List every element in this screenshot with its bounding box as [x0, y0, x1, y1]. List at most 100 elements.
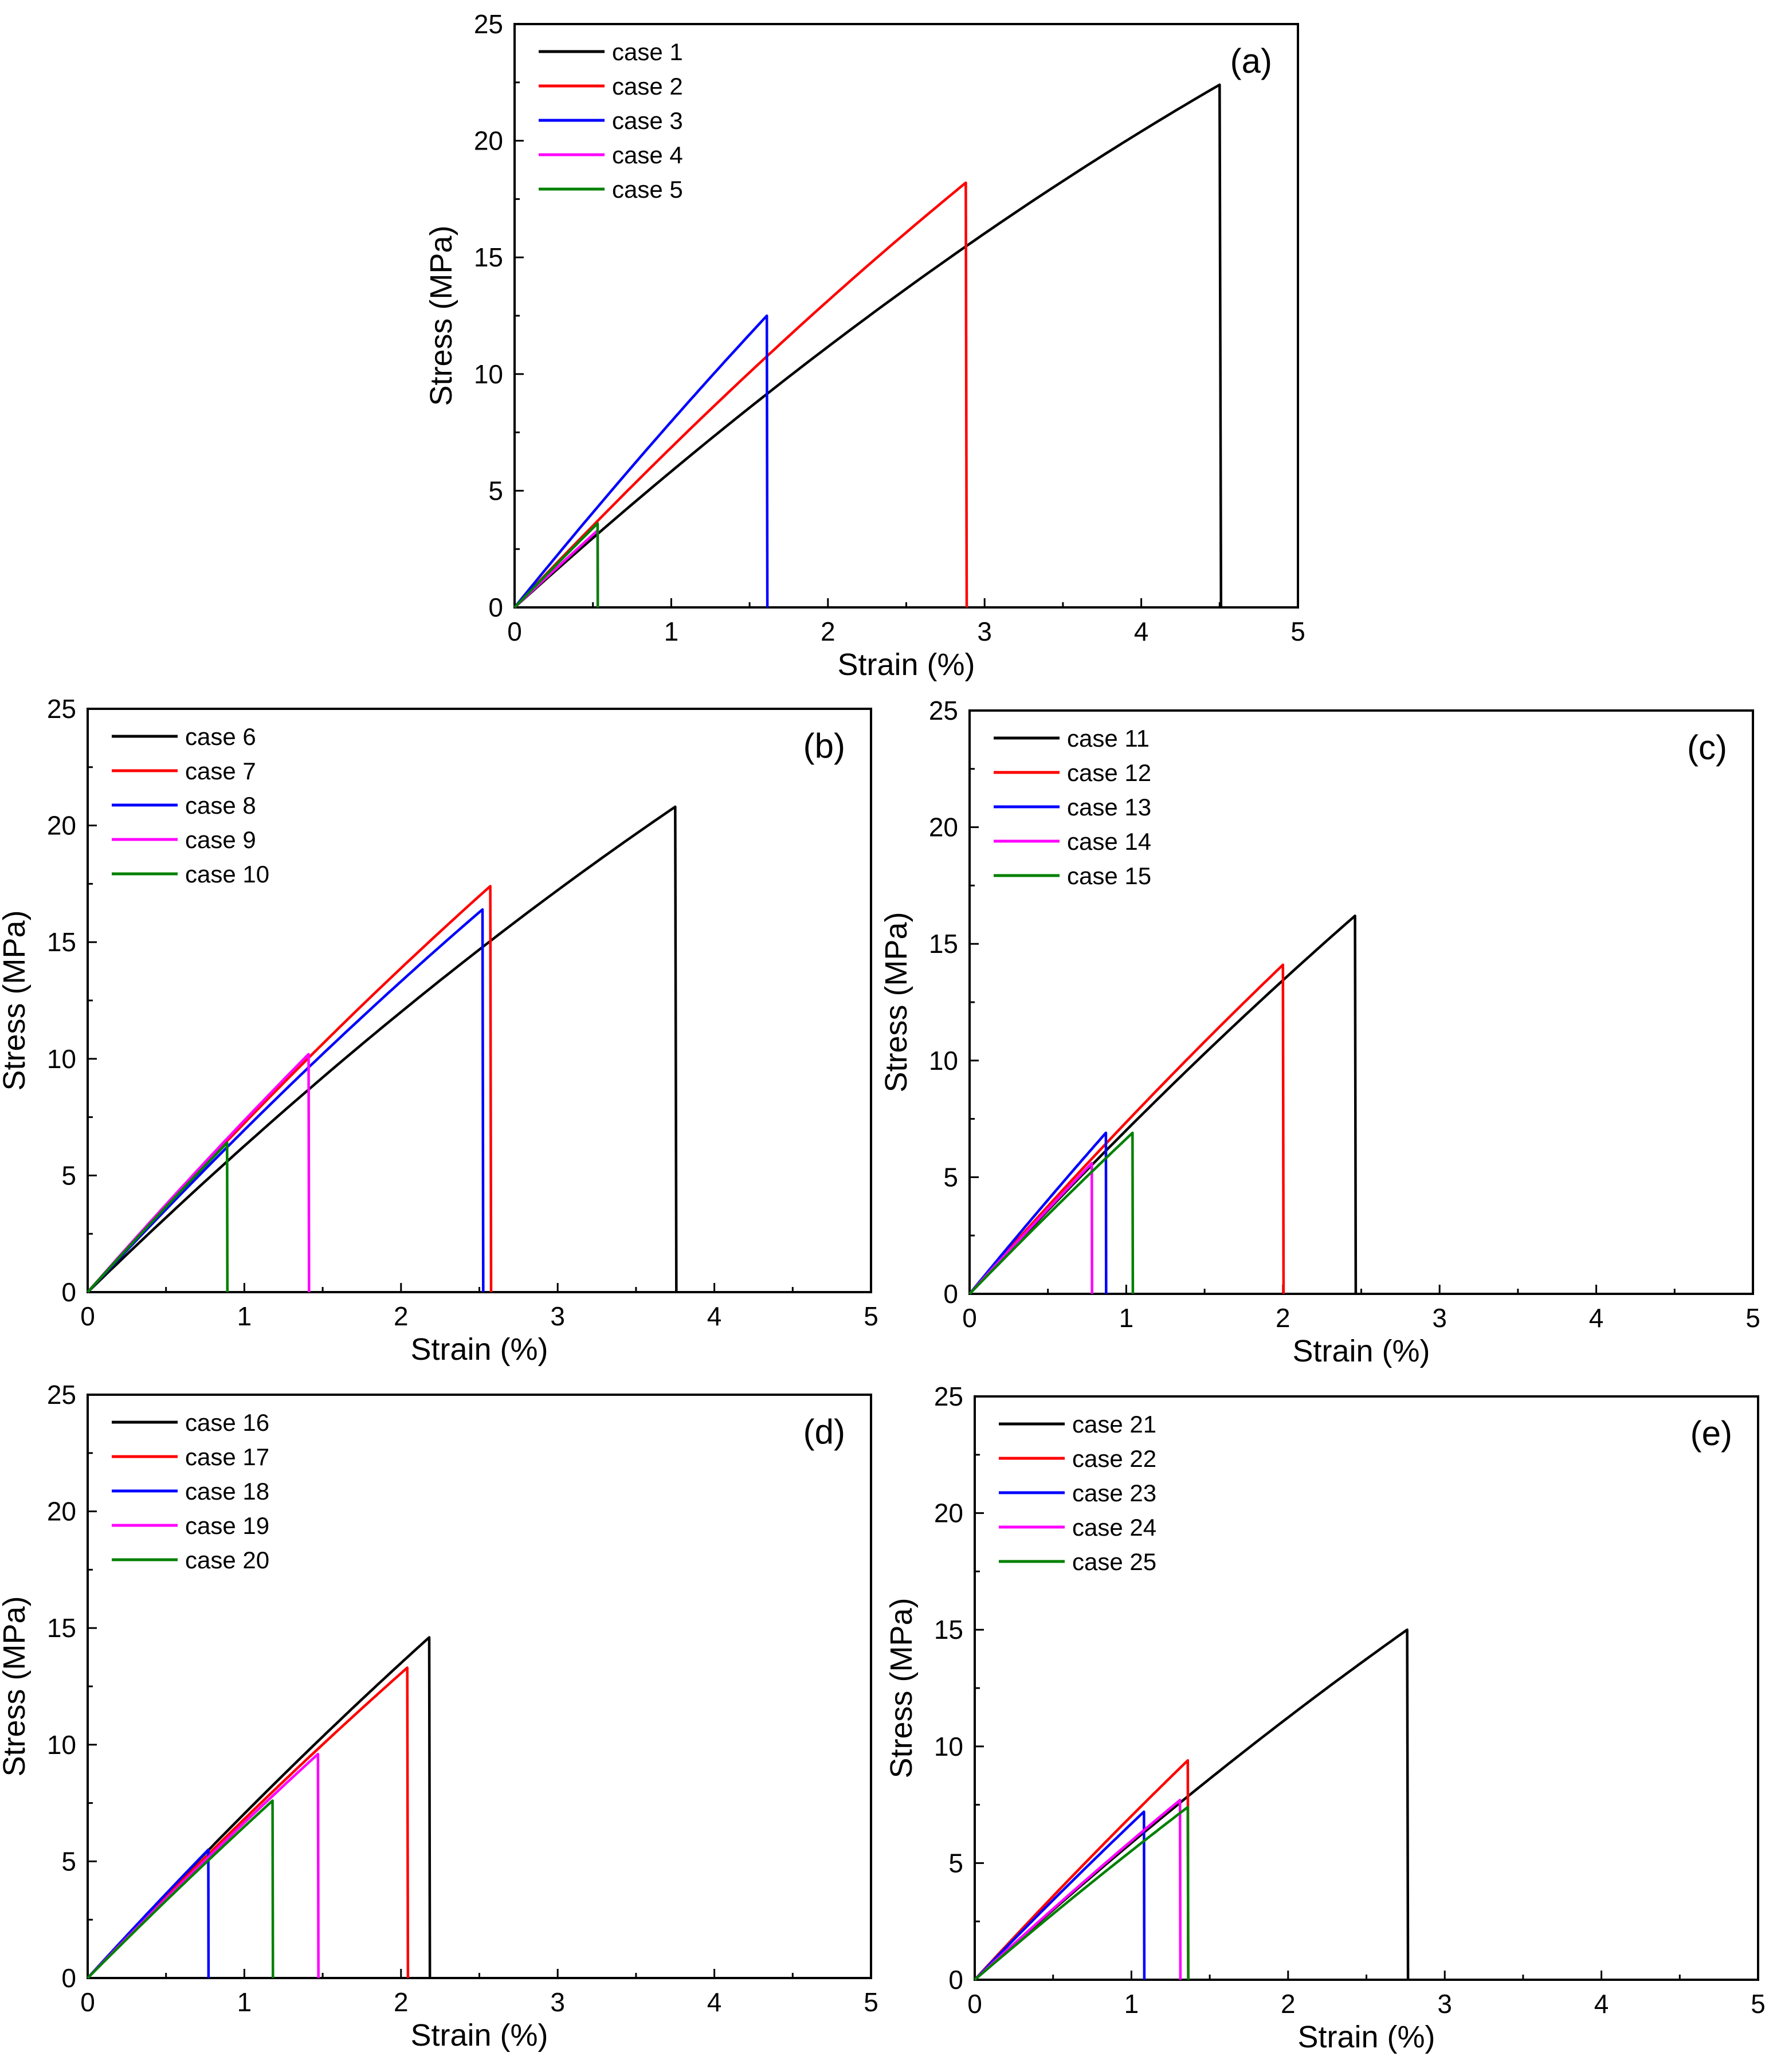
series-line-case-20 — [87, 1799, 274, 1979]
y-tick-label: 20 — [47, 811, 76, 841]
y-tick-label: 20 — [47, 1497, 76, 1526]
x-tick-label: 3 — [1437, 1989, 1452, 2019]
legend-label: case 23 — [1072, 1480, 1156, 1506]
x-tick-label: 5 — [1290, 617, 1305, 646]
x-tick-label: 2 — [394, 1301, 409, 1331]
legend-label: case 9 — [185, 826, 256, 853]
series-line-case-15 — [968, 1131, 1135, 1295]
series-line-case-8 — [87, 908, 485, 1293]
y-tick-label: 25 — [929, 696, 958, 725]
x-axis-title: Strain (%) — [1292, 1334, 1430, 1368]
y-tick-label: 20 — [934, 1498, 963, 1528]
y-tick-label: 0 — [61, 1963, 76, 1993]
y-tick-label: 5 — [61, 1160, 76, 1190]
y-tick-label: 15 — [47, 1613, 76, 1643]
series-line-case-1 — [513, 83, 1223, 609]
y-tick-label: 25 — [47, 694, 76, 724]
x-tick-label: 0 — [962, 1303, 977, 1333]
legend-label: case 22 — [1072, 1445, 1156, 1472]
legend-label: case 24 — [1072, 1514, 1156, 1541]
y-tick-label: 15 — [934, 1615, 963, 1645]
x-tick-label: 0 — [967, 1989, 982, 2019]
x-tick-label: 4 — [1134, 617, 1149, 646]
series-line-case-10 — [87, 1141, 229, 1293]
panel-label: (e) — [1690, 1414, 1732, 1453]
panel-label: (c) — [1687, 728, 1727, 767]
legend-label: case 17 — [185, 1443, 269, 1470]
y-tick-label: 10 — [47, 1044, 76, 1074]
series-line-case-6 — [87, 805, 678, 1293]
panel-label: (a) — [1230, 42, 1272, 80]
legend-label: case 4 — [612, 142, 683, 168]
chart-panel-5: 0 1 2 3 4 5 0 5 10 15 20 25 Strain (%) Stress (MPa) (e… — [884, 1382, 1766, 2054]
legend-label: case 16 — [185, 1409, 269, 1436]
y-tick-label: 10 — [47, 1730, 76, 1760]
series-line-case-21 — [974, 1628, 1410, 1981]
x-tick-label: 5 — [864, 1987, 878, 2017]
y-tick-label: 20 — [474, 126, 503, 156]
legend-label: case 5 — [612, 176, 683, 203]
x-tick-label: 4 — [707, 1301, 722, 1331]
x-tick-label: 1 — [1124, 1989, 1139, 2019]
y-tick-label: 10 — [474, 359, 503, 389]
legend-label: case 7 — [185, 758, 256, 784]
y-axis-title: Stress (MPa) — [424, 225, 458, 406]
legend-label: case 13 — [1067, 794, 1151, 821]
x-tick-label: 2 — [821, 617, 835, 646]
legend-label: case 21 — [1072, 1411, 1156, 1438]
chart-panel-2: 0 1 2 3 4 5 0 5 10 15 20 25 Strain (%) Stress (MPa) (b… — [0, 694, 878, 1367]
series-line-case-3 — [513, 314, 769, 609]
series-line-case-25 — [974, 1806, 1190, 1981]
legend-label: case 6 — [185, 723, 256, 750]
x-tick-label: 0 — [80, 1301, 95, 1331]
y-tick-label: 0 — [948, 1965, 963, 1995]
legend-label: case 15 — [1067, 862, 1151, 889]
x-tick-label: 2 — [1281, 1989, 1296, 2019]
y-tick-label: 25 — [934, 1382, 963, 1411]
series-line-case-23 — [974, 1810, 1146, 1981]
series-line-case-24 — [974, 1799, 1182, 1981]
x-tick-label: 4 — [1594, 1989, 1609, 2019]
y-tick-label: 10 — [929, 1046, 958, 1076]
x-tick-label: 3 — [550, 1987, 565, 2017]
series-line-case-2 — [513, 181, 968, 609]
x-axis-title: Strain (%) — [410, 1332, 548, 1367]
series-line-case-12 — [968, 963, 1285, 1295]
x-axis-title: Strain (%) — [837, 647, 975, 682]
x-tick-label: 4 — [707, 1987, 722, 2017]
y-tick-label: 5 — [61, 1846, 76, 1876]
legend-label: case 12 — [1067, 759, 1151, 786]
y-tick-label: 15 — [474, 242, 503, 272]
legend-label: case 20 — [185, 1547, 269, 1573]
legend-label: case 10 — [185, 861, 269, 888]
x-tick-label: 0 — [507, 617, 522, 646]
y-tick-label: 20 — [929, 813, 958, 842]
x-tick-label: 1 — [664, 617, 679, 646]
y-tick-label: 25 — [47, 1380, 76, 1410]
panel-label: (b) — [803, 727, 845, 765]
x-tick-label: 2 — [394, 1987, 409, 2017]
y-tick-label: 15 — [47, 927, 76, 957]
x-tick-label: 3 — [1432, 1303, 1447, 1333]
panel-label: (d) — [803, 1412, 845, 1451]
legend-label: case 3 — [612, 107, 683, 134]
legend-label: case 2 — [612, 73, 683, 100]
x-axis-title: Strain (%) — [410, 2018, 548, 2053]
legend-label: case 19 — [185, 1512, 269, 1539]
series-line-case-13 — [968, 1131, 1108, 1295]
y-axis-title: Stress (MPa) — [0, 1596, 32, 1776]
legend-label: case 1 — [612, 38, 683, 65]
series-line-case-11 — [968, 915, 1358, 1295]
legend-label: case 8 — [185, 792, 256, 819]
legend-label: case 25 — [1072, 1548, 1156, 1575]
y-axis-title: Stress (MPa) — [884, 1598, 919, 1778]
legend-label: case 14 — [1067, 828, 1151, 855]
x-tick-label: 1 — [1119, 1303, 1134, 1333]
y-tick-label: 15 — [929, 929, 958, 959]
x-tick-label: 1 — [237, 1987, 252, 2017]
x-tick-label: 0 — [80, 1987, 95, 2017]
y-tick-label: 25 — [474, 9, 503, 39]
chart-panel-4: 0 1 2 3 4 5 0 5 10 15 20 25 Strain (%) Stress (MPa) (d… — [0, 1380, 878, 2053]
x-tick-label: 5 — [864, 1301, 878, 1331]
